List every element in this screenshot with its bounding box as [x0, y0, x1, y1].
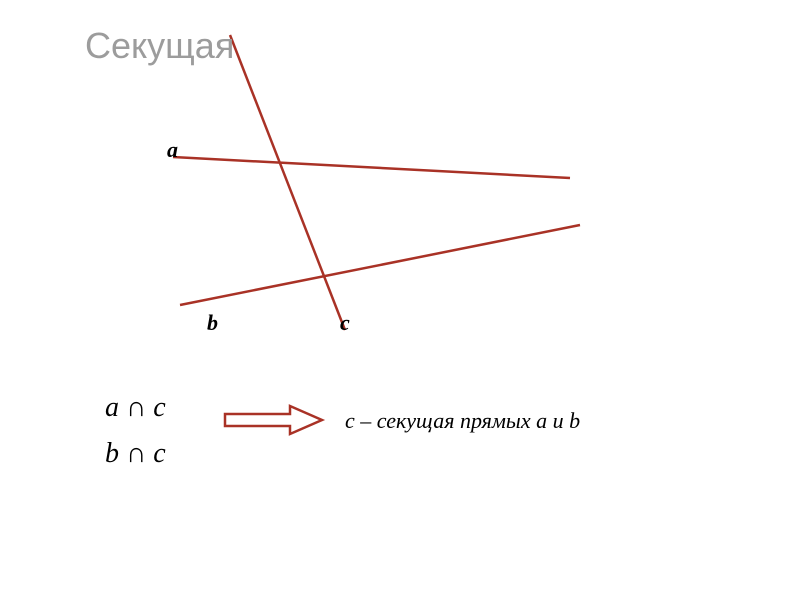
diagram-title: Секущая [85, 25, 234, 67]
label-c: c [340, 310, 350, 336]
line-b [180, 225, 580, 305]
geometry-diagram [0, 0, 800, 600]
implication-arrow [225, 406, 322, 434]
label-a: a [167, 137, 178, 163]
notation-a-intersect-c: a ∩ c [105, 392, 166, 424]
line-c [230, 35, 345, 330]
secant-caption: с – секущая прямых a и b [345, 408, 580, 434]
label-b: b [207, 310, 218, 336]
line-a [173, 157, 570, 178]
notation-b-intersect-c: b ∩ c [105, 438, 166, 470]
